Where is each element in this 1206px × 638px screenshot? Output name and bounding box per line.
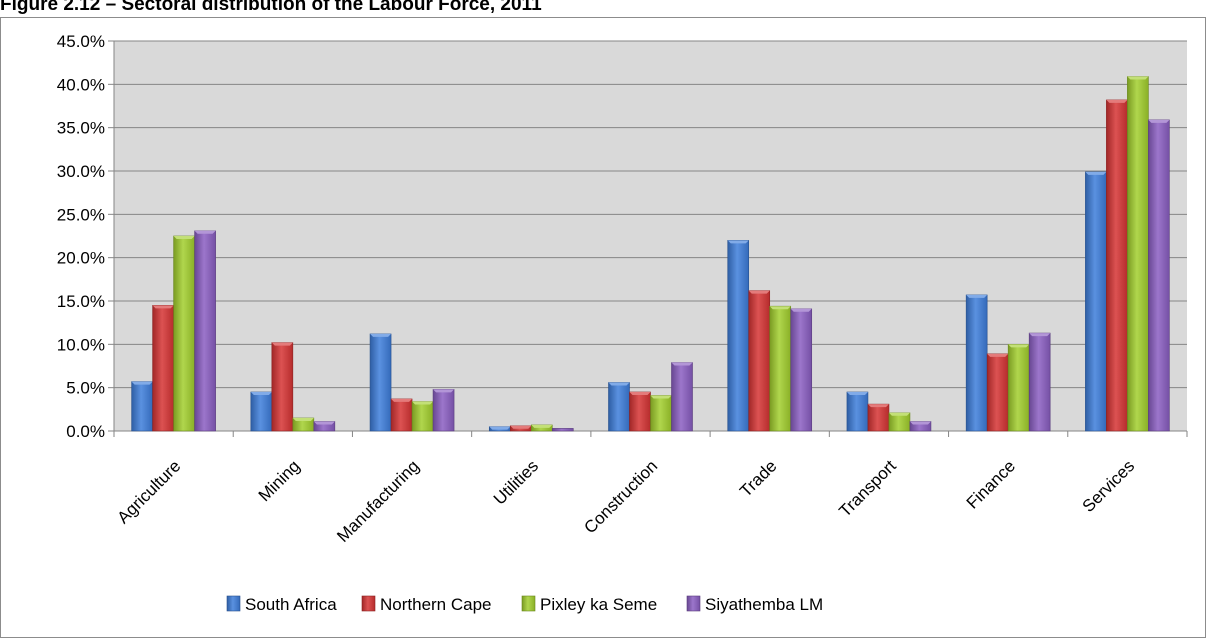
legend-swatch-siyathemba-lm bbox=[686, 595, 701, 612]
bar-top-bevel bbox=[966, 294, 988, 298]
bar-top-bevel bbox=[1008, 344, 1030, 348]
bar-top-bevel bbox=[1148, 119, 1170, 123]
category-label-agriculture: Agriculture bbox=[114, 456, 185, 527]
bar-south-africa-transport bbox=[846, 391, 869, 432]
bar-siyathemba-lm-agriculture bbox=[194, 230, 216, 432]
bar-top-bevel bbox=[1127, 76, 1149, 80]
legend-swatch-northern-cape bbox=[361, 595, 376, 612]
bar-south-africa-construction bbox=[608, 382, 630, 432]
bar-top-bevel bbox=[313, 421, 335, 425]
legend-label-siyathemba-lm: Siyathemba LM bbox=[705, 595, 823, 614]
bar-south-africa-manufacturing bbox=[369, 333, 392, 432]
y-tick-label: 0.0% bbox=[66, 422, 105, 441]
category-label-construction: Construction bbox=[580, 456, 661, 537]
category-label-mining: Mining bbox=[255, 456, 304, 505]
legend-label-northern-cape: Northern Cape bbox=[380, 595, 492, 614]
bar-chart: 0.0% 5.0% 10.0% 15.0% 20.0% 25.0% 30.0% 35.0% 40… bbox=[57, 32, 1188, 614]
bar-top-bevel bbox=[1029, 333, 1051, 337]
bar-top-bevel bbox=[629, 392, 651, 395]
bar-northern-cape-transport bbox=[867, 403, 890, 432]
bar-top-bevel bbox=[250, 392, 272, 395]
bar-northern-cape-mining bbox=[271, 342, 294, 432]
y-tick-label: 40.0% bbox=[57, 75, 105, 94]
bar-top-bevel bbox=[292, 418, 314, 421]
bar-top-bevel bbox=[271, 342, 293, 346]
bar-top-bevel bbox=[650, 395, 672, 399]
bar-pixley-ka-seme-finance bbox=[1007, 344, 1030, 432]
bar-pixley-ka-seme-manufacturing bbox=[411, 401, 434, 432]
bar-siyathemba-lm-services bbox=[1148, 119, 1170, 432]
bar-siyathemba-lm-manufacturing bbox=[432, 389, 455, 432]
y-tick-label: 25.0% bbox=[57, 205, 105, 224]
bar-top-bevel bbox=[152, 305, 174, 309]
bar-northern-cape-manufacturing bbox=[390, 398, 413, 432]
bar-siyathemba-lm-trade bbox=[790, 308, 813, 432]
bar-top-bevel bbox=[769, 306, 791, 310]
legend-swatch-south-africa bbox=[226, 595, 241, 612]
bar-top-bevel bbox=[1106, 99, 1128, 103]
y-tick-label: 20.0% bbox=[57, 249, 105, 268]
bar-south-africa-finance bbox=[965, 294, 988, 432]
bar-south-africa-trade bbox=[727, 240, 750, 432]
bar-siyathemba-lm-construction bbox=[671, 362, 693, 432]
category-label-services: Services bbox=[1079, 456, 1139, 516]
bar-top-bevel bbox=[510, 425, 532, 429]
bar-top-bevel bbox=[909, 421, 931, 425]
bar-top-bevel bbox=[370, 333, 392, 337]
bar-top-bevel bbox=[888, 412, 910, 416]
y-tick-label: 15.0% bbox=[57, 292, 105, 311]
bar-top-bevel bbox=[433, 389, 455, 393]
bar-northern-cape-trade bbox=[748, 290, 771, 432]
category-label-manufacturing: Manufacturing bbox=[333, 456, 423, 546]
bar-top-bevel bbox=[1085, 171, 1107, 175]
category-label-transport: Transport bbox=[835, 456, 900, 521]
legend-label-pixley-ka-seme: Pixley ka Seme bbox=[540, 595, 657, 614]
bar-northern-cape-services bbox=[1106, 99, 1128, 432]
figure-title: Figure 2.12 – Sectoral distribution of t… bbox=[0, 0, 542, 15]
bar-pixley-ka-seme-construction bbox=[650, 395, 672, 432]
category-label-utilities: Utilities bbox=[490, 456, 542, 508]
bar-top-bevel bbox=[489, 426, 511, 430]
bar-northern-cape-construction bbox=[629, 391, 651, 432]
bar-top-bevel bbox=[867, 404, 889, 408]
bar-pixley-ka-seme-services bbox=[1127, 76, 1149, 432]
bar-pixley-ka-seme-trade bbox=[769, 305, 792, 432]
bar-top-bevel bbox=[790, 308, 812, 312]
bar-top-bevel bbox=[727, 240, 749, 244]
y-tick-label: 10.0% bbox=[57, 335, 105, 354]
bar-top-bevel bbox=[412, 401, 434, 405]
bar-south-africa-services bbox=[1085, 171, 1107, 432]
bar-top-bevel bbox=[608, 382, 630, 386]
bar-south-africa-agriculture bbox=[131, 381, 153, 432]
y-tick-label: 5.0% bbox=[66, 379, 105, 398]
bar-northern-cape-agriculture bbox=[152, 305, 174, 432]
bar-south-africa-mining bbox=[250, 391, 273, 432]
bar-siyathemba-lm-utilities bbox=[551, 428, 574, 432]
bar-top-bevel bbox=[531, 424, 553, 428]
bar-top-bevel bbox=[671, 362, 693, 366]
bar-top-bevel bbox=[748, 290, 770, 294]
bar-northern-cape-finance bbox=[986, 353, 1009, 432]
bar-top-bevel bbox=[987, 353, 1009, 357]
bar-top-bevel bbox=[391, 398, 413, 402]
bar-top-bevel bbox=[194, 230, 216, 234]
bar-top-bevel bbox=[173, 236, 195, 239]
bar-pixley-ka-seme-agriculture bbox=[173, 235, 195, 432]
legend-label-south-africa: South Africa bbox=[245, 595, 337, 614]
bar-top-bevel bbox=[846, 392, 868, 395]
chart-area: 0.0% 5.0% 10.0% 15.0% 20.0% 25.0% 30.0% 35.0% 40… bbox=[0, 17, 1206, 638]
bar-siyathemba-lm-finance bbox=[1028, 332, 1051, 432]
bar-top-bevel bbox=[131, 381, 153, 385]
y-tick-label: 45.0% bbox=[57, 32, 105, 51]
legend-swatch-pixley-ka-seme bbox=[521, 595, 536, 612]
y-tick-label: 35.0% bbox=[57, 119, 105, 138]
category-label-trade: Trade bbox=[736, 456, 780, 500]
y-tick-label: 30.0% bbox=[57, 162, 105, 181]
category-label-finance: Finance bbox=[963, 456, 1019, 512]
